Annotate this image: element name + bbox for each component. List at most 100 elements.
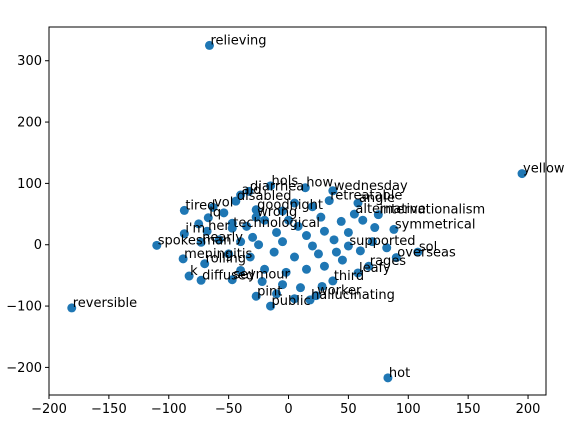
point-label: supported <box>349 234 415 249</box>
scatter-point <box>293 221 303 231</box>
point-label: tired <box>185 198 215 213</box>
point-label: yellow <box>523 162 565 177</box>
scatter-point <box>290 252 300 262</box>
point-label: rages <box>370 254 407 269</box>
point-label: spokesman <box>158 233 232 248</box>
x-tick-label: 150 <box>456 402 481 417</box>
y-tick-label: 0 <box>34 238 42 253</box>
y-tick-label: −100 <box>6 300 42 315</box>
x-tick-label: −100 <box>151 402 187 417</box>
labels-layer: relieving yellow reversible hot hols how wedne… <box>73 33 565 380</box>
point-label: k <box>190 264 198 279</box>
point-label: third <box>334 269 364 284</box>
scatter-point <box>245 252 255 262</box>
scatter-point <box>367 237 377 247</box>
scatter-point <box>214 235 224 245</box>
scatter-point <box>313 249 323 259</box>
scatter-point <box>236 237 246 247</box>
point-label: diarrhea <box>250 179 304 194</box>
scatter-point <box>343 227 353 237</box>
point-label: retreatable <box>330 189 402 204</box>
point-label: her <box>208 219 230 234</box>
point-label: reversible <box>73 296 137 311</box>
point-label: seymour <box>233 268 290 283</box>
scatter-point <box>358 215 368 225</box>
scatter-point <box>266 181 276 191</box>
point-label: symmetrical <box>395 217 476 232</box>
point-label: leafy <box>359 261 391 276</box>
scatter-point <box>382 243 392 253</box>
y-axis: −200 −100 0 100 200 300 <box>6 54 49 376</box>
scatter-point <box>272 289 282 299</box>
scatter-point <box>364 261 374 271</box>
point-label: disabled <box>237 189 292 204</box>
scatter-point <box>383 373 393 383</box>
scatter-point <box>224 249 234 259</box>
scatter-point <box>301 264 311 274</box>
point-label: hot <box>389 366 410 381</box>
point-label: wednesday <box>334 179 408 194</box>
scatter-point <box>196 237 206 247</box>
scatter-point <box>204 40 214 50</box>
scatter-point <box>260 215 270 225</box>
scatter-point <box>200 259 210 269</box>
scatter-point <box>227 218 237 228</box>
scatter-point <box>517 169 527 179</box>
point-label: alternative <box>355 202 425 217</box>
scatter-point <box>251 291 261 301</box>
scatter-point <box>319 226 329 236</box>
scatter-point <box>278 280 288 290</box>
scatter-point <box>373 210 383 220</box>
scatter-point <box>290 198 300 208</box>
x-tick-label: −150 <box>91 402 127 417</box>
scatter-point <box>278 237 288 247</box>
scatter-point <box>328 186 338 196</box>
point-label: relieving <box>210 33 266 48</box>
axes-frame <box>48 26 547 396</box>
point-label: overseas <box>397 246 456 261</box>
scatter-point <box>307 202 317 212</box>
y-tick-label: 200 <box>17 116 42 131</box>
point-label: iq <box>209 206 221 221</box>
scatter-point <box>316 212 326 222</box>
scatter-point <box>179 229 189 239</box>
scatter-point <box>307 241 317 251</box>
point-label: rolling <box>206 252 246 267</box>
scatter-point <box>196 275 206 285</box>
scatter-point <box>300 183 310 193</box>
scatter-point <box>244 186 254 196</box>
point-label: worker <box>317 284 362 299</box>
scatter-point <box>248 232 258 242</box>
x-tick-label: 200 <box>516 402 541 417</box>
scatter-point <box>236 265 246 275</box>
scatter-point <box>260 264 270 274</box>
scatter-point <box>219 208 229 218</box>
scatter-point <box>301 231 311 241</box>
scatter-point <box>343 241 353 251</box>
point-label: nearly <box>202 230 243 245</box>
scatter-point <box>272 227 282 237</box>
point-label: hols <box>272 174 299 189</box>
point-label: diffused <box>202 268 254 283</box>
scatter-point <box>203 213 213 223</box>
scatter-point <box>353 268 363 278</box>
scatter-point <box>336 216 346 226</box>
x-axis: −200 −150 −100 −50 0 50 100 150 200 <box>31 395 540 417</box>
scatter-point <box>231 196 241 206</box>
x-tick-label: −200 <box>31 402 67 417</box>
point-label: angle <box>359 191 395 206</box>
scatter-point <box>254 240 264 250</box>
point-label: wrong <box>257 205 297 220</box>
x-tick-label: 50 <box>340 402 357 417</box>
scatter-point <box>317 281 327 291</box>
point-label: hallucinating <box>311 288 395 303</box>
scatter-point <box>67 303 77 313</box>
scatter-point <box>178 254 188 264</box>
scatter-point <box>305 295 315 305</box>
point-label: sol <box>419 240 437 255</box>
scatter-point <box>389 224 399 234</box>
scatter-point <box>184 271 194 281</box>
scatter-point <box>329 235 339 245</box>
scatter-point <box>251 205 261 215</box>
